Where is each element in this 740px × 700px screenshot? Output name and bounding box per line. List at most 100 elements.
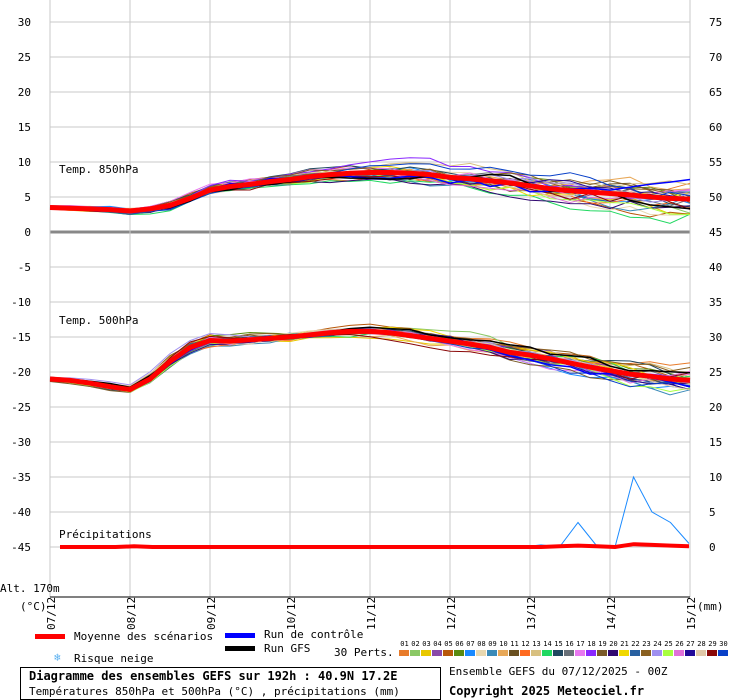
pert-number: 01 [400, 640, 409, 648]
pert-number: 09 [488, 640, 497, 648]
pert-color-swatch [553, 650, 563, 656]
legend-gfs: Run GFS [264, 642, 311, 655]
pert-color-swatch [410, 650, 420, 656]
right-tick-label: 75 [709, 16, 722, 29]
left-tick-label: -30 [11, 436, 31, 449]
pert-number: 30 [719, 640, 728, 648]
left-tick-label: 5 [24, 191, 31, 204]
right-tick-label: 70 [709, 51, 722, 64]
precip-mean-line [60, 542, 690, 550]
pert-number: 27 [686, 640, 695, 648]
altitude: Alt. 170m [0, 582, 60, 595]
pert-color-swatch [718, 650, 728, 656]
right-tick-label: 30 [709, 331, 722, 344]
right-tick-label: 55 [709, 156, 722, 169]
t500-mean-line [49, 328, 691, 393]
pert-color-swatch [663, 650, 673, 656]
pert-color-swatch [432, 650, 442, 656]
pert-number: 29 [708, 640, 717, 648]
legend-control: Run de contrôle [264, 628, 364, 641]
pert-color-swatch [509, 650, 519, 656]
pert-number: 06 [455, 640, 464, 648]
label-precip: Précipitations [59, 528, 152, 541]
pert-color-swatch [399, 650, 409, 656]
pert-number: 11 [510, 640, 519, 648]
pert-number: 08 [477, 640, 486, 648]
pert-color-swatch [542, 650, 552, 656]
left-tick-label: -15 [11, 331, 31, 344]
t850-member-line [49, 179, 691, 224]
pert-color-swatch [685, 650, 695, 656]
left-tick-label: 25 [18, 51, 31, 64]
pert-number: 02 [411, 640, 420, 648]
pert-number: 26 [675, 640, 684, 648]
pert-color-swatch [586, 650, 596, 656]
pert-color-swatch [487, 650, 497, 656]
left-tick-label: -40 [11, 506, 31, 519]
right-tick-label: 25 [709, 366, 722, 379]
pert-color-swatch [674, 650, 684, 656]
pert-number: 19 [598, 640, 607, 648]
legend-snow: Risque neige [74, 652, 154, 665]
pert-color-swatch [443, 650, 453, 656]
pert-number: 07 [466, 640, 475, 648]
copyright: Copyright 2025 Meteociel.fr [449, 684, 645, 698]
pert-color-swatch [454, 650, 464, 656]
label-t850: Temp. 850hPa [59, 163, 138, 176]
pert-color-swatch [597, 650, 607, 656]
pert-color-swatch [520, 650, 530, 656]
left-tick-label: -10 [11, 296, 31, 309]
x-tick-label: 15/12 [685, 597, 698, 630]
right-tick-label: 60 [709, 121, 722, 134]
x-tick-label: 07/12 [45, 597, 58, 630]
pert-number: 23 [642, 640, 651, 648]
pert-color-swatch [608, 650, 618, 656]
right-tick-label: 65 [709, 86, 722, 99]
pert-number: 15 [554, 640, 563, 648]
left-tick-label: 30 [18, 16, 31, 29]
legend-control-swatch [225, 633, 255, 638]
legend-mean: Moyenne des scénarios [74, 630, 214, 643]
x-tick-label: 12/12 [445, 597, 458, 630]
legend-perts: 30 Perts. [334, 646, 394, 659]
pert-number: 21 [620, 640, 629, 648]
x-tick-label: 11/12 [365, 597, 378, 630]
pert-number: 28 [697, 640, 706, 648]
pert-number: 14 [543, 640, 552, 648]
right-tick-label: 0 [709, 541, 716, 554]
run-info: Ensemble GEFS du 07/12/2025 - 00Z [449, 665, 668, 678]
x-tick-label: 14/12 [605, 597, 618, 630]
left-tick-label: -25 [11, 401, 31, 414]
left-tick-label: 20 [18, 86, 31, 99]
left-tick-label: -35 [11, 471, 31, 484]
left-tick-label: 0 [24, 226, 31, 239]
pert-color-swatch [476, 650, 486, 656]
pert-color-swatch [696, 650, 706, 656]
pert-color-swatch [707, 650, 717, 656]
pert-number: 13 [532, 640, 541, 648]
right-tick-label: 35 [709, 296, 722, 309]
right-tick-label: 45 [709, 226, 722, 239]
pert-number: 05 [444, 640, 453, 648]
pert-number: 04 [433, 640, 442, 648]
x-tick-label: 08/12 [125, 597, 138, 630]
pert-color-swatch [465, 650, 475, 656]
pert-number: 25 [664, 640, 673, 648]
pert-number: 10 [499, 640, 508, 648]
pert-number: 12 [521, 640, 530, 648]
pert-color-swatch [641, 650, 651, 656]
pert-number: 18 [587, 640, 596, 648]
right-tick-label: 50 [709, 191, 722, 204]
pert-number: 20 [609, 640, 618, 648]
pert-color-swatch [652, 650, 662, 656]
x-tick-label: 09/12 [205, 597, 218, 630]
right-unit: (mm) [697, 600, 724, 613]
right-tick-label: 20 [709, 401, 722, 414]
pert-color-swatch [498, 650, 508, 656]
legend-mean-swatch [35, 634, 65, 639]
left-tick-label: 10 [18, 156, 31, 169]
diagram-title: Diagramme des ensembles GEFS sur 192h : … [29, 669, 398, 683]
left-tick-label: -45 [11, 541, 31, 554]
t850-mean-line [49, 170, 691, 214]
